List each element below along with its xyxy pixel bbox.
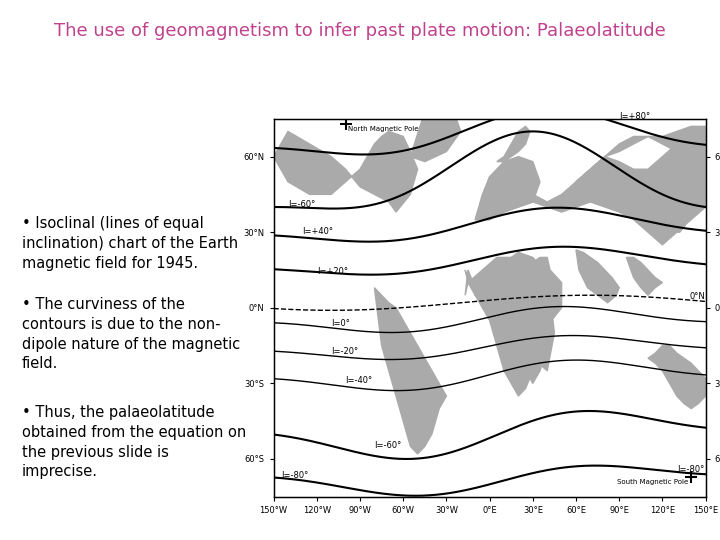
Polygon shape [497,126,530,161]
Text: I=-60°: I=-60° [374,441,402,450]
Polygon shape [626,258,662,295]
Text: 0°N: 0°N [690,292,706,301]
Text: I=+20°: I=+20° [317,267,348,275]
Polygon shape [468,252,550,396]
Text: • The curviness of the
contours is due to the non-
dipole nature of the magnetic: • The curviness of the contours is due t… [22,297,240,372]
Polygon shape [465,258,562,383]
Text: I=-80°: I=-80° [281,471,308,480]
Text: I=-20°: I=-20° [331,347,359,356]
Text: I=+40°: I=+40° [302,227,333,236]
Text: South Magnetic Pole: South Magnetic Pole [617,479,688,485]
Polygon shape [475,157,540,220]
Polygon shape [374,288,446,454]
Polygon shape [677,197,694,232]
Polygon shape [410,101,461,161]
Polygon shape [465,258,554,371]
Polygon shape [274,131,418,212]
Text: North Magnetic Pole: North Magnetic Pole [348,126,419,132]
Text: • Thus, the palaeolatitude
obtained from the equation on
the previous slide is
i: • Thus, the palaeolatitude obtained from… [22,405,246,480]
Text: • Isoclinal (lines of equal
inclination) chart of the Earth
magnetic field for 1: • Isoclinal (lines of equal inclination)… [22,216,238,271]
Text: The use of geomagnetism to infer past plate motion: Palaeolatitude: The use of geomagnetism to infer past pl… [54,22,666,39]
Polygon shape [475,144,706,245]
Text: I=-60°: I=-60° [288,200,315,209]
Polygon shape [576,126,706,182]
Polygon shape [576,250,619,303]
Text: I=0°: I=0° [331,319,350,328]
Text: I=-40°: I=-40° [346,376,373,385]
Text: I=+80°: I=+80° [619,112,650,121]
Polygon shape [648,346,706,409]
Text: I=-80°: I=-80° [677,465,704,474]
